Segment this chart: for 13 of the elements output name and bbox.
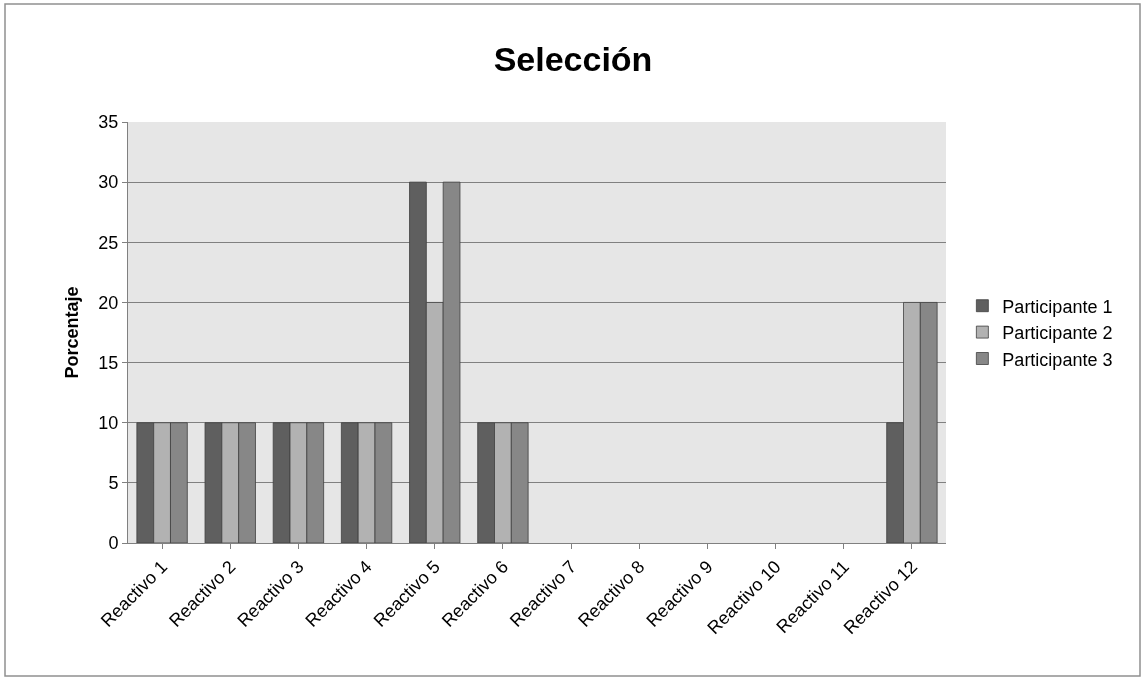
chart-title: Selección [493, 40, 653, 79]
y-tick-label: 5 [108, 473, 119, 494]
legend-label: Participante 2 [1002, 323, 1113, 344]
y-tick-label: 20 [98, 292, 119, 313]
y-tick-label: 35 [98, 112, 119, 133]
y-tick-label: 30 [98, 172, 119, 193]
y-tick-label: 10 [98, 413, 119, 434]
legend-label: Participante 3 [1002, 349, 1113, 370]
y-tick-label: 0 [108, 533, 119, 554]
y-tick-label: 15 [98, 352, 119, 373]
legend-label: Participante 1 [1002, 296, 1113, 317]
y-axis-title: Porcentaje [61, 286, 82, 379]
y-tick-label: 25 [98, 232, 119, 253]
